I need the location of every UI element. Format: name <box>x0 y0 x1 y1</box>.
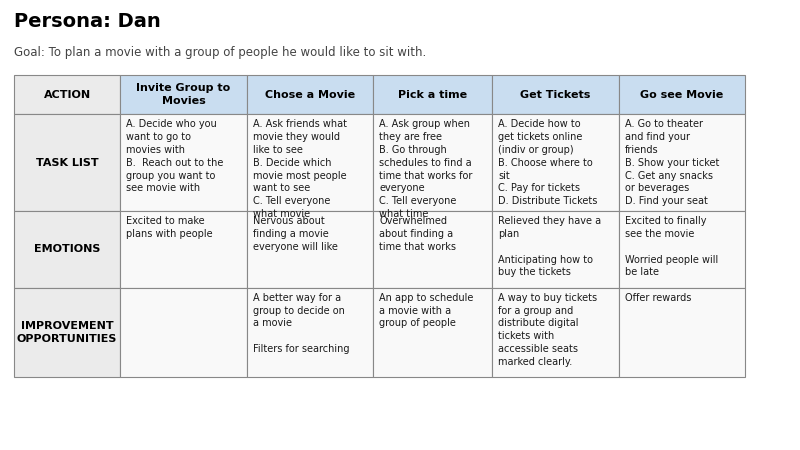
Bar <box>374 288 492 377</box>
Text: Chose a Movie: Chose a Movie <box>265 90 355 100</box>
Text: Persona: Dan: Persona: Dan <box>14 12 161 31</box>
Bar <box>246 75 374 114</box>
Text: IMPROVEMENT
OPPORTUNITIES: IMPROVEMENT OPPORTUNITIES <box>17 321 118 344</box>
Text: A. Decide how to
get tickets online
(indiv or group)
B. Choose where to
sit
C. P: A. Decide how to get tickets online (ind… <box>498 119 598 206</box>
Text: Go see Movie: Go see Movie <box>640 90 723 100</box>
Text: Relieved they have a
plan

Anticipating how to
buy the tickets: Relieved they have a plan Anticipating h… <box>498 216 601 277</box>
Text: ACTION: ACTION <box>43 90 90 100</box>
Text: Get Tickets: Get Tickets <box>520 90 590 100</box>
Text: A way to buy tickets
for a group and
distribute digital
tickets with
accessible : A way to buy tickets for a group and dis… <box>498 293 597 367</box>
Text: Nervous about
finding a movie
everyone will like: Nervous about finding a movie everyone w… <box>253 216 338 252</box>
Bar <box>492 75 618 114</box>
Text: Excited to finally
see the movie

Worried people will
be late: Excited to finally see the movie Worried… <box>625 216 718 277</box>
Bar <box>246 211 374 288</box>
Text: A. Decide who you
want to go to
movies with
B.  Reach out to the
group you want : A. Decide who you want to go to movies w… <box>126 119 224 194</box>
Text: Overwhelmed
about finding a
time that works: Overwhelmed about finding a time that wo… <box>379 216 456 252</box>
Text: Invite Group to
Movies: Invite Group to Movies <box>137 83 230 106</box>
Bar <box>618 288 745 377</box>
Bar <box>618 211 745 288</box>
Bar <box>492 288 618 377</box>
Bar <box>14 211 120 288</box>
Bar <box>120 211 246 288</box>
Text: An app to schedule
a movie with a
group of people: An app to schedule a movie with a group … <box>379 293 474 328</box>
Text: Offer rewards: Offer rewards <box>625 293 691 303</box>
Bar <box>14 114 120 211</box>
Bar <box>492 211 618 288</box>
Bar <box>374 114 492 211</box>
Bar <box>120 75 246 114</box>
Bar <box>246 114 374 211</box>
Text: EMOTIONS: EMOTIONS <box>34 244 100 254</box>
Bar <box>14 75 120 114</box>
Bar <box>374 211 492 288</box>
Bar <box>120 114 246 211</box>
Text: TASK LIST: TASK LIST <box>36 158 98 168</box>
Bar <box>618 114 745 211</box>
Text: Pick a time: Pick a time <box>398 90 467 100</box>
Text: A. Ask group when
they are free
B. Go through
schedules to find a
time that work: A. Ask group when they are free B. Go th… <box>379 119 473 219</box>
Text: Excited to make
plans with people: Excited to make plans with people <box>126 216 213 239</box>
Bar <box>618 75 745 114</box>
Bar <box>246 288 374 377</box>
Text: Goal: To plan a movie with a group of people he would like to sit with.: Goal: To plan a movie with a group of pe… <box>14 46 426 59</box>
Bar <box>120 288 246 377</box>
Bar <box>14 288 120 377</box>
Text: A. Ask friends what
movie they would
like to see
B. Decide which
movie most peop: A. Ask friends what movie they would lik… <box>253 119 347 219</box>
Bar <box>374 75 492 114</box>
Bar <box>492 114 618 211</box>
Text: A. Go to theater
and find your
friends
B. Show your ticket
C. Get any snacks
or : A. Go to theater and find your friends B… <box>625 119 719 206</box>
Text: A better way for a
group to decide on
a movie

Filters for searching: A better way for a group to decide on a … <box>253 293 350 354</box>
